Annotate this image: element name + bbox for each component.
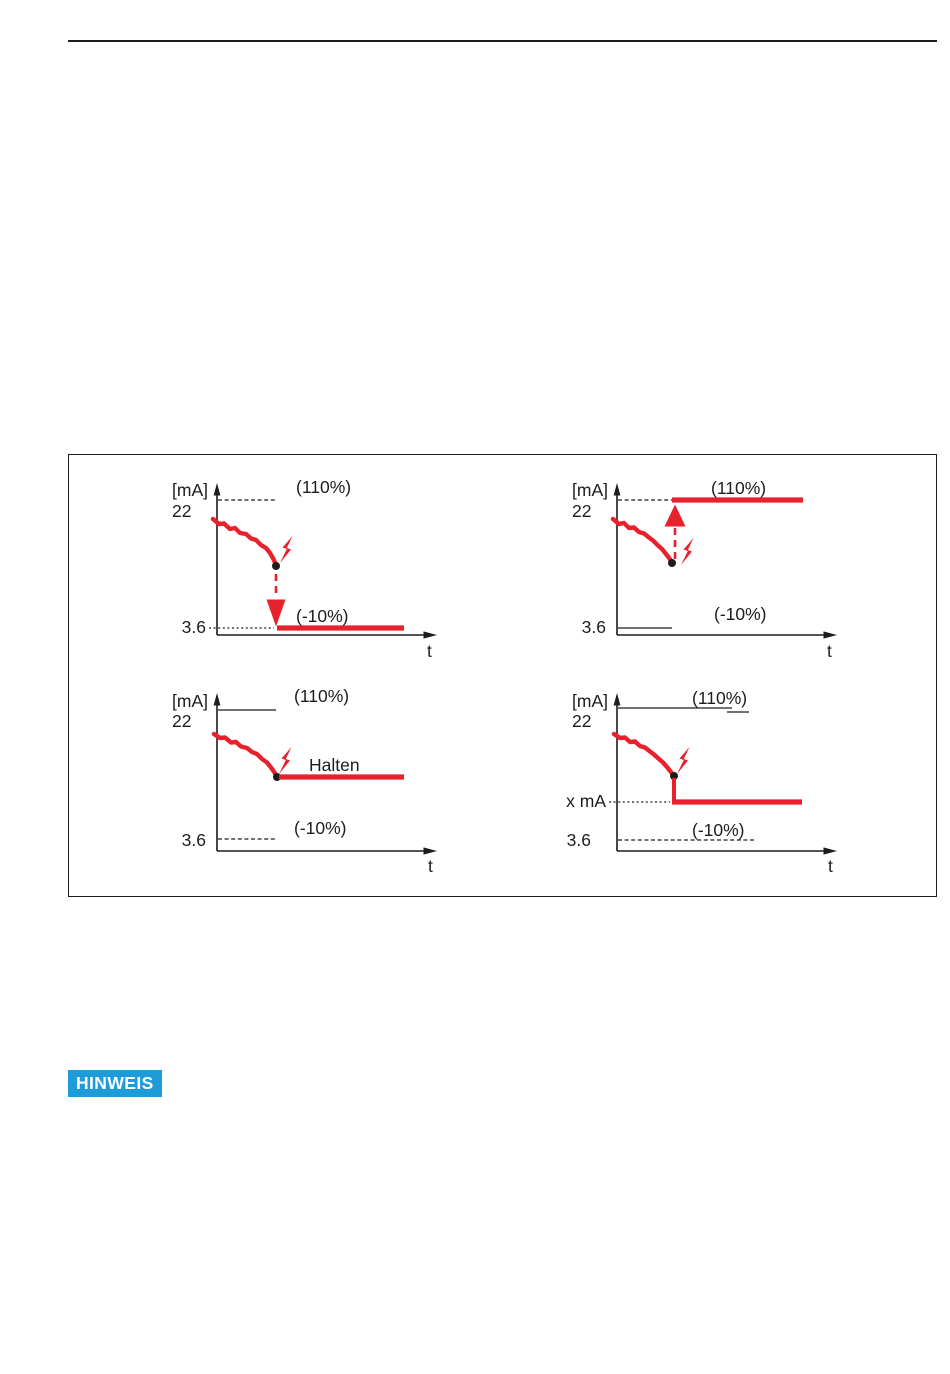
y-max-tick: 22 bbox=[572, 501, 591, 521]
y-min-tick: 3.6 bbox=[567, 830, 591, 850]
lower-limit-label: (-10%) bbox=[294, 818, 347, 838]
lightning-bolt-icon bbox=[280, 536, 293, 563]
y-max-tick: 22 bbox=[172, 501, 191, 521]
rise-arrow-head-icon bbox=[664, 504, 686, 527]
upper-limit-label: (110%) bbox=[711, 478, 766, 498]
y-axis-arrow-icon bbox=[213, 693, 221, 706]
hold-annotation-label: Halten bbox=[309, 755, 360, 775]
y-max-tick: 22 bbox=[572, 711, 591, 731]
signal-trace bbox=[211, 731, 280, 780]
x-axis-label: t bbox=[428, 856, 433, 876]
x-axis-arrow-icon bbox=[823, 631, 837, 639]
lower-limit-label: (-10%) bbox=[692, 820, 745, 840]
y-min-tick: 3.6 bbox=[182, 617, 206, 637]
figure-frame: [mA] 22 (110%) (-10%) 3.6 t [mA] 22 (1 bbox=[68, 454, 937, 897]
x-axis-label: t bbox=[427, 641, 432, 661]
y-min-tick: 3.6 bbox=[182, 830, 206, 850]
lower-limit-label: (-10%) bbox=[714, 604, 767, 624]
y-axis-arrow-icon bbox=[613, 483, 621, 496]
x-axis-arrow-icon bbox=[823, 847, 837, 855]
chart-fault-max-current: [mA] 22 (110%) (-10%) 3.6 t bbox=[572, 478, 837, 661]
signal-trace bbox=[210, 516, 279, 568]
chart-fault-min-current: [mA] 22 (110%) (-10%) 3.6 t bbox=[172, 477, 437, 661]
y-axis-arrow-icon bbox=[613, 693, 621, 706]
upper-limit-label: (110%) bbox=[692, 688, 747, 708]
chart-fault-hold: [mA] 22 (110%) Halten (-10%) 3.6 t bbox=[172, 686, 437, 876]
lightning-bolt-icon bbox=[681, 538, 694, 565]
lightning-bolt-icon bbox=[677, 747, 690, 774]
lower-limit-label: (-10%) bbox=[296, 606, 349, 626]
header-rule bbox=[68, 40, 937, 42]
upper-limit-label: (110%) bbox=[296, 477, 351, 497]
chart-fault-user-value: [mA] 22 (110%) x mA (-10%) 3.6 t bbox=[566, 688, 837, 876]
y-axis-unit: [mA] bbox=[172, 691, 208, 711]
x-axis-label: t bbox=[828, 856, 833, 876]
y-axis-unit: [mA] bbox=[572, 480, 608, 500]
hinweis-badge: HINWEIS bbox=[68, 1070, 162, 1097]
y-axis-unit: [mA] bbox=[172, 480, 208, 500]
lightning-bolt-icon bbox=[279, 747, 292, 774]
y-axis-unit: [mA] bbox=[572, 691, 608, 711]
drop-arrow-head-icon bbox=[266, 599, 286, 627]
fault-point bbox=[272, 562, 280, 570]
fault-point bbox=[668, 559, 676, 567]
x-axis-arrow-icon bbox=[423, 631, 437, 639]
signal-trace bbox=[611, 731, 677, 779]
signal-trace bbox=[610, 516, 675, 566]
y-axis-arrow-icon bbox=[213, 483, 221, 496]
value-tick-label: x mA bbox=[566, 791, 606, 811]
y-max-tick: 22 bbox=[172, 711, 191, 731]
hinweis-badge-label: HINWEIS bbox=[76, 1073, 154, 1093]
y-min-tick: 3.6 bbox=[582, 617, 606, 637]
x-axis-label: t bbox=[827, 641, 832, 661]
x-axis-arrow-icon bbox=[423, 847, 437, 855]
upper-limit-label: (110%) bbox=[294, 686, 349, 706]
